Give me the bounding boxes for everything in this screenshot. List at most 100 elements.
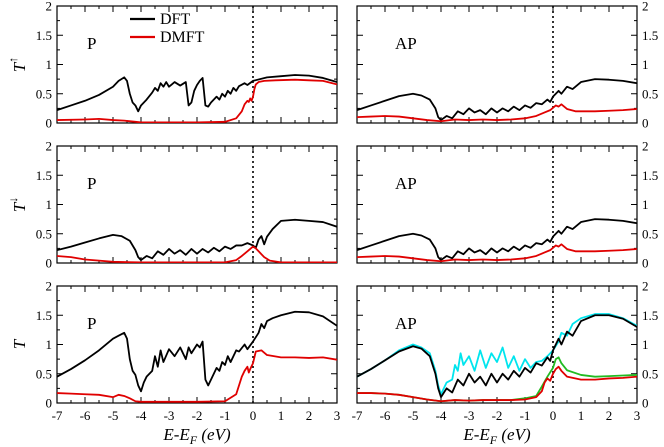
series-dft-line: [357, 218, 637, 261]
series-dmft-line: [57, 78, 337, 123]
y-tick-label: 2: [642, 0, 649, 14]
y-tick-label: 1: [46, 337, 53, 352]
y-tick-label: 1: [46, 197, 53, 212]
y-tick-label: 2: [46, 139, 53, 154]
x-tick-label: 1: [578, 408, 585, 423]
panel-total-p: 0 0.5 1 1.5 2 -7 -6 -5 -4 -3 -2 -1 0 1 2 3 P: [36, 279, 341, 424]
panel-down-ap: 0 0.5 1 1.5 2 AP: [356, 139, 658, 271]
x-tick-label: -3: [164, 408, 175, 423]
x-axis-label-unit: (eV): [197, 425, 231, 444]
x-tick-label: -6: [380, 408, 391, 423]
y-tick-label: 0: [46, 396, 53, 411]
x-tick-label: -5: [108, 408, 119, 423]
x-tick-label: -4: [436, 408, 447, 423]
x-tick-label: 3: [634, 408, 641, 423]
x-tick-label: 0: [550, 408, 557, 423]
x-tick-label: 1: [278, 408, 285, 423]
panel-up-ap: 0 0.5 1 1.5 2 AP: [356, 0, 658, 131]
y-axis-label-superscript: ↓: [6, 197, 20, 203]
x-tick-label: -1: [220, 408, 231, 423]
y-tick-label: 0: [46, 256, 53, 271]
panel-label: AP: [395, 314, 417, 333]
panel-label: P: [87, 34, 96, 53]
y-tick-label: 0: [46, 116, 53, 131]
x-tick-label: 2: [606, 408, 613, 423]
y-tick-label: 0: [642, 396, 649, 411]
y-tick-label: 1.5: [642, 168, 658, 183]
series-group: [357, 313, 637, 403]
y-tick-label: 1.5: [36, 28, 52, 43]
y-tick-label: 1.5: [36, 168, 52, 183]
y-axis-label-main: T: [10, 201, 29, 212]
y-tick-label: 0.5: [642, 366, 658, 381]
x-axis-label-unit: (eV): [497, 425, 531, 444]
series-group: [57, 74, 337, 123]
y-tick-label: 1.5: [642, 308, 658, 323]
y-axis-label-superscript: ↑: [6, 57, 20, 63]
series-dft-line: [57, 218, 337, 261]
legend-label-dmft: DMFT: [160, 29, 205, 46]
y-tick-label: 1: [46, 57, 53, 72]
y-tick-label: 1.5: [642, 28, 658, 43]
y-tick-label: 0.5: [642, 226, 658, 241]
series-dmft-line: [57, 245, 337, 263]
series-group: [357, 78, 637, 123]
x-axis-label-1: E-EF (eV): [462, 425, 531, 447]
panel-label: AP: [395, 34, 417, 53]
x-axis-label-subscript: F: [489, 433, 498, 447]
x-tick-label: -7: [352, 408, 363, 423]
y-tick-label: 0.5: [642, 86, 658, 101]
panel-total-ap: 0 0.5 1 1.5 2 -7 -6 -5 -4 -3 -2 -1 0 1 2 3 AP: [352, 279, 659, 424]
x-tick-label: -3: [464, 408, 475, 423]
x-axis-label-main: E-E: [462, 425, 490, 444]
y-axis-label-row0: T↑: [6, 57, 29, 72]
x-axis-label-0: E-EF (eV): [162, 425, 231, 447]
x-tick-label: -7: [52, 408, 63, 423]
y-tick-label: 1: [642, 197, 649, 212]
panel-down-p: 0 0.5 1 1.5 2 P: [36, 139, 338, 271]
x-tick-label: -1: [520, 408, 531, 423]
x-tick-label: 2: [306, 408, 313, 423]
x-tick-label: -4: [136, 408, 147, 423]
y-tick-label: 0: [642, 256, 649, 271]
x-tick-label: 0: [250, 408, 257, 423]
series-dft-line: [57, 74, 337, 113]
x-axis-labels: E-EF (eV) E-EF (eV): [162, 425, 531, 447]
y-axis-labels: T↑T↓T: [6, 57, 29, 349]
panel-layer: 00.511.52PDFTDMFT00.511.52AP00.511.52P00…: [36, 0, 659, 423]
y-axis-label-row1: T↓: [6, 197, 29, 212]
y-tick-label: 2: [642, 279, 649, 294]
y-tick-label: 2: [46, 279, 53, 294]
y-tick-label: 0: [642, 116, 649, 131]
series-dmft-line: [357, 243, 637, 263]
series-group: [357, 218, 637, 263]
y-tick-label: 0.5: [36, 366, 52, 381]
panel-label: P: [87, 314, 96, 333]
x-tick-label: -5: [408, 408, 419, 423]
y-tick-label: 2: [642, 139, 649, 154]
x-axis-label-main: E-E: [162, 425, 190, 444]
y-axis-label-main: T: [10, 61, 29, 72]
y-axis-label-row2: T: [10, 338, 29, 349]
x-axis-label-subscript: F: [189, 433, 198, 447]
y-tick-label: 0.5: [36, 86, 52, 101]
series-dmft-line: [357, 103, 637, 123]
y-tick-label: 0.5: [36, 226, 52, 241]
series-dft-line: [57, 310, 337, 393]
panel-label: AP: [395, 174, 417, 193]
series-dmft-line: [357, 365, 637, 403]
y-axis-label-main: T: [10, 338, 29, 349]
series-dft-line: [357, 314, 637, 399]
y-tick-label: 1: [642, 337, 649, 352]
y-tick-label: 2: [46, 0, 53, 14]
x-tick-label: -2: [192, 408, 203, 423]
x-tick-label: 3: [334, 408, 341, 423]
series-dmft-line: [57, 349, 337, 403]
panel-label: P: [87, 174, 96, 193]
legend-label-dft: DFT: [160, 11, 190, 28]
series-group: [57, 310, 337, 403]
